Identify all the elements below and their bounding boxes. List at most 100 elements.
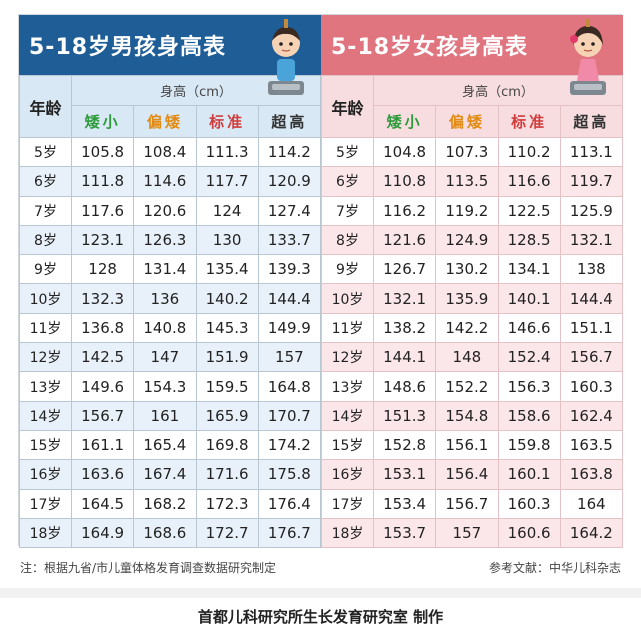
girls-height-cell: 156.1 <box>435 429 499 461</box>
boys-age-cell: 11岁 <box>19 312 72 344</box>
boys-height-cell: 140.8 <box>133 312 197 344</box>
boys-height-cell: 117.7 <box>195 166 259 197</box>
boys-age-cell: 8岁 <box>19 224 72 256</box>
boys-table-row: 8岁 123.1 126.3 130 133.7 <box>19 224 322 256</box>
girls-height-cell: 146.6 <box>497 312 561 344</box>
girls-height-cell: 152.8 <box>372 429 437 461</box>
girls-age-cell: 9岁 <box>321 254 374 285</box>
girls-table-row: 8岁 121.6 124.9 128.5 132.1 <box>321 224 624 256</box>
boys-age-cell: 6岁 <box>19 166 72 197</box>
credit-line: 首都儿科研究所生长发育研究室 制作 <box>197 608 444 626</box>
boys-height-cell: 170.7 <box>257 400 322 431</box>
boys-height-cell: 165.4 <box>133 429 197 461</box>
girls-height-cell: 148.6 <box>372 371 437 402</box>
boys-height-cell: 176.7 <box>257 517 322 549</box>
girls-age-cell: 8岁 <box>321 224 374 256</box>
girls-table-row: 18岁 153.7 157 160.6 164.2 <box>321 517 624 549</box>
girls-age-cell: 16岁 <box>321 459 374 490</box>
girls-table-row: 11岁 138.2 142.2 146.6 151.1 <box>321 312 624 344</box>
girls-height-cell: 122.5 <box>497 195 561 226</box>
boys-height-cell: 147 <box>133 342 197 373</box>
boys-height-cell: 114.6 <box>133 166 197 197</box>
boys-height-cell: 165.9 <box>195 400 259 431</box>
girls-height-cell: 151.1 <box>559 312 624 344</box>
girls-height-cell: 164 <box>559 488 624 519</box>
girls-height-cell: 162.4 <box>559 400 624 431</box>
boys-height-cell: 172.3 <box>195 488 259 519</box>
boys-table-row: 10岁 132.3 136 140.2 144.4 <box>19 283 322 314</box>
boys-height-cell: 164.9 <box>70 517 135 549</box>
boys-height-cell: 161 <box>133 400 197 431</box>
boys-age-cell: 18岁 <box>19 517 72 549</box>
girls-age-cell: 6岁 <box>321 166 374 197</box>
boys-table-row: 11岁 136.8 140.8 145.3 149.9 <box>19 312 322 344</box>
girls-height-cell: 159.8 <box>497 429 561 461</box>
boys-height-cell: 168.6 <box>133 517 197 549</box>
boys-title: 5-18岁男孩身高表 <box>29 35 227 60</box>
boys-cat-tall: 超高 <box>257 105 322 138</box>
boys-height-cell: 169.8 <box>195 429 259 461</box>
girls-age-header: 年龄 <box>321 75 374 138</box>
boys-panel: 5-18岁男孩身高表 年龄 身高（cm） 矮小 <box>19 15 322 549</box>
girls-height-cell: 163.5 <box>559 429 624 461</box>
boys-table-row: 6岁 111.8 114.6 117.7 120.9 <box>19 166 322 197</box>
reference: 参考文献：中华儿科杂志 <box>488 561 621 575</box>
girls-height-cell: 158.6 <box>497 400 561 431</box>
boys-height-cell: 128 <box>70 254 135 285</box>
boys-height-cell: 114.2 <box>257 136 322 168</box>
girls-title-bar: 5-18岁女孩身高表 <box>321 15 623 95</box>
boys-height-cell: 176.4 <box>257 488 322 519</box>
boys-table-row: 14岁 156.7 161 165.9 170.7 <box>19 400 322 431</box>
boys-table-row: 17岁 164.5 168.2 172.3 176.4 <box>19 488 322 519</box>
boys-age-cell: 13岁 <box>19 371 72 402</box>
girls-height-cell: 142.2 <box>435 312 499 344</box>
girls-table-row: 6岁 110.8 113.5 116.6 119.7 <box>321 166 624 197</box>
girls-height-cell: 124.9 <box>435 224 499 256</box>
girls-height-cell: 113.5 <box>435 166 499 197</box>
boys-table-row: 7岁 117.6 120.6 124 127.4 <box>19 195 322 226</box>
boys-age-cell: 15岁 <box>19 429 72 461</box>
girls-height-cell: 152.2 <box>435 371 499 402</box>
girls-table-row: 17岁 153.4 156.7 160.3 164 <box>321 488 624 519</box>
girls-height-cell: 153.1 <box>372 459 437 490</box>
girls-age-cell: 18岁 <box>321 517 374 549</box>
girls-age-cell: 13岁 <box>321 371 374 402</box>
girls-height-cell: 140.1 <box>497 283 561 314</box>
girls-table-row: 14岁 151.3 154.8 158.6 162.4 <box>321 400 624 431</box>
boys-age-cell: 7岁 <box>19 195 72 226</box>
boys-height-cell: 157 <box>257 342 322 373</box>
boys-height-cell: 145.3 <box>195 312 259 344</box>
boys-height-cell: 168.2 <box>133 488 197 519</box>
girls-height-cell: 110.8 <box>372 166 437 197</box>
boys-height-cell: 105.8 <box>70 136 135 168</box>
boys-height-cell: 159.5 <box>195 371 259 402</box>
girls-height-cell: 119.7 <box>559 166 624 197</box>
boys-height-cell: 133.7 <box>257 224 322 256</box>
girls-height-cell: 153.4 <box>372 488 437 519</box>
boys-title-bar: 5-18岁男孩身高表 <box>19 15 321 95</box>
girls-height-cell: 156.4 <box>435 459 499 490</box>
boys-height-cell: 164.5 <box>70 488 135 519</box>
boys-height-cell: 142.5 <box>70 342 135 373</box>
boys-height-cell: 164.8 <box>257 371 322 402</box>
boys-height-cell: 149.9 <box>257 312 322 344</box>
boys-height-cell: 108.4 <box>133 136 197 168</box>
girls-panel: 5-18岁女孩身高表 年龄 身高（cm） <box>321 15 624 549</box>
boys-height-cell: 124 <box>195 195 259 226</box>
boys-height-cell: 161.1 <box>70 429 135 461</box>
girls-age-cell: 17岁 <box>321 488 374 519</box>
girls-height-cell: 113.1 <box>559 136 624 168</box>
boys-table-row: 15岁 161.1 165.4 169.8 174.2 <box>19 429 322 461</box>
girl-on-scale-icon <box>570 19 606 95</box>
girls-height-cell: 154.8 <box>435 400 499 431</box>
boys-height-cell: 136.8 <box>70 312 135 344</box>
boys-height-cell: 111.3 <box>195 136 259 168</box>
girls-table-row: 9岁 126.7 130.2 134.1 138 <box>321 254 624 285</box>
girls-age-cell: 5岁 <box>321 136 374 168</box>
boys-table: 年龄 身高（cm） 矮小 偏矮 标准 超高 5岁 105.8 108.4 111.3 1… <box>19 75 322 549</box>
boys-height-cell: 156.7 <box>70 400 135 431</box>
girls-height-cell: 156.7 <box>435 488 499 519</box>
boys-height-cell: 135.4 <box>195 254 259 285</box>
girls-cat-standard: 标准 <box>497 105 561 138</box>
girls-height-cell: 160.1 <box>497 459 561 490</box>
